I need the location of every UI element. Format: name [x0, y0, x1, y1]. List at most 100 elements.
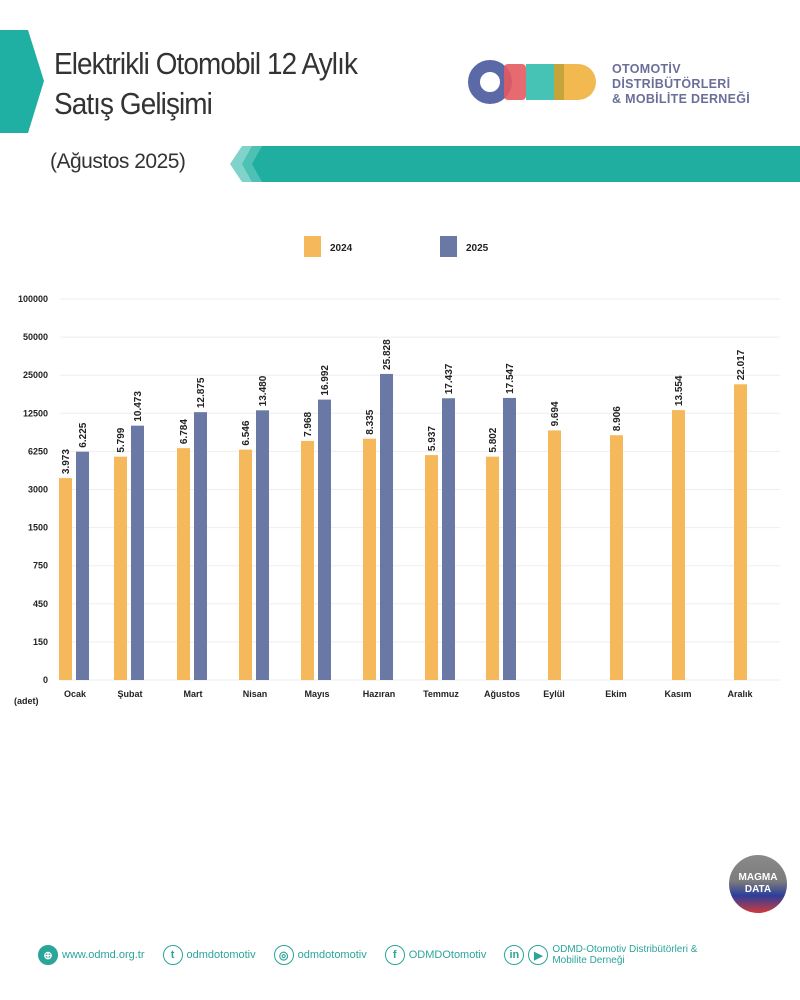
x-category-label: Aralık	[727, 689, 753, 699]
y-tick-label: 0	[43, 675, 48, 685]
y-tick-label: 450	[33, 599, 48, 609]
twitter-text: odmdotomotiv	[186, 949, 256, 961]
data-label: 13.480	[258, 375, 269, 406]
data-label: 5.802	[488, 427, 499, 452]
linkedin-youtube-text: ODMD-Otomotiv Distribütörleri & Mobilite…	[552, 944, 698, 966]
title-line-1: Elektrikli Otomobil 12 Aylık	[54, 46, 358, 81]
data-label: 8.335	[365, 409, 376, 434]
y-tick-label: 150	[33, 637, 48, 647]
bar-2025-Şubat	[131, 425, 144, 680]
bar-2024-Hazıran	[363, 438, 376, 680]
bar-2025-Ocak	[76, 451, 89, 680]
linkedin-icon: in	[504, 945, 525, 965]
facebook-icon: f	[384, 945, 405, 965]
org-name: OTOMOTİV DİSTRİBÜTÖRLERİ & MOBİLİTE DERN…	[612, 62, 750, 107]
data-label: 16.992	[320, 365, 331, 396]
facebook-text: ODMDOtomotiv	[408, 949, 487, 961]
linkedin-youtube-link[interactable]: in ▶ ODMD-Otomotiv Distribütörleri & Mobil…	[504, 944, 722, 966]
legend-swatch-2024	[304, 236, 321, 257]
twitter-link[interactable]: t odmdotomotiv	[162, 945, 256, 965]
bar-2025-Mart	[194, 412, 207, 680]
instagram-text: odmdotomotiv	[297, 949, 367, 961]
data-label: 9.694	[550, 401, 561, 426]
title-line-2: Satış Gelişimi	[54, 86, 213, 121]
page-title: Elektrikli Otomobil 12 Aylık Satış Geliş…	[54, 44, 432, 124]
org-line-1: OTOMOTİV	[612, 62, 681, 76]
x-category-label: Ocak	[64, 689, 87, 699]
instagram-link[interactable]: ◎ odmdotomotiv	[273, 945, 367, 965]
bar-2024-Ocak	[59, 478, 72, 680]
footer-social-links: ⊕ www.odmd.org.tr t odmdotomotiv ◎ odmdotom…	[38, 944, 740, 966]
y-axis-unit-label: (adet)	[14, 696, 39, 706]
bar-2024-Temmuz	[425, 455, 438, 680]
bar-2024-Ağustos	[486, 456, 499, 680]
bar-2025-Mayıs	[318, 399, 331, 680]
data-label: 6.784	[179, 419, 190, 444]
youtube-icon: ▶	[528, 945, 549, 965]
bar-2024-Kasım	[672, 410, 685, 680]
bar-2024-Aralık	[734, 384, 747, 680]
bar-2024-Nisan	[239, 449, 252, 680]
bar-2024-Ekim	[610, 435, 623, 680]
page-subtitle: (Ağustos 2025)	[50, 150, 186, 173]
data-label: 10.473	[133, 391, 144, 422]
header-accent-band	[230, 146, 800, 182]
y-tick-label: 1500	[28, 523, 48, 533]
badge-line-1: MAGMA	[738, 872, 778, 883]
instagram-icon: ◎	[273, 945, 294, 965]
bar-2024-Şubat	[114, 456, 127, 680]
bar-2025-Ağustos	[503, 397, 516, 680]
data-label: 6.546	[241, 420, 252, 445]
legend-swatch-2025	[440, 236, 457, 257]
bar-2025-Nisan	[256, 410, 269, 680]
data-label: 3.973	[61, 449, 72, 474]
data-label: 7.968	[303, 411, 314, 436]
data-label: 17.547	[505, 363, 516, 394]
globe-icon: ⊕	[38, 945, 58, 965]
y-tick-label: 12500	[23, 408, 48, 418]
x-category-label: Şubat	[117, 689, 142, 699]
header-accent-tab	[0, 30, 44, 133]
data-label: 13.554	[674, 375, 685, 406]
x-category-label: Mart	[183, 689, 202, 699]
bar-2025-Temmuz	[442, 398, 455, 680]
odmd-logo	[468, 60, 596, 104]
x-category-label: Ekim	[605, 689, 627, 699]
bar-2025-Hazıran	[380, 373, 393, 680]
bar-2024-Mayıs	[301, 440, 314, 680]
org-line-3: & MOBİLİTE DERNEĞİ	[612, 92, 751, 106]
magma-data-badge: MAGMA DATA	[729, 855, 787, 913]
y-tick-label: 25000	[23, 370, 48, 380]
y-tick-label: 750	[33, 561, 48, 571]
facebook-link[interactable]: f ODMDOtomotiv	[384, 945, 487, 965]
badge-line-2: DATA	[744, 884, 772, 895]
org-line-2: DİSTRİBÜTÖRLERİ	[612, 77, 731, 91]
x-category-label: Mayıs	[304, 689, 329, 699]
data-label: 25.828	[382, 339, 393, 370]
data-label: 17.437	[444, 363, 455, 394]
twitter-icon: t	[162, 945, 183, 965]
y-tick-label: 100000	[18, 294, 48, 304]
bar-2024-Eylül	[548, 430, 561, 680]
website-text: www.odmd.org.tr	[62, 949, 145, 961]
x-category-label: Nisan	[243, 689, 268, 699]
website-link[interactable]: ⊕ www.odmd.org.tr	[38, 945, 145, 965]
data-label: 5.937	[427, 426, 438, 451]
legend-label-2024: 2024	[330, 243, 353, 254]
x-category-label: Eylül	[543, 689, 565, 699]
data-label: 8.906	[612, 406, 623, 431]
x-category-label: Ağustos	[484, 689, 520, 699]
data-label: 5.799	[116, 427, 127, 452]
data-label: 6.225	[78, 422, 89, 447]
x-category-label: Temmuz	[423, 689, 459, 699]
y-tick-label: 50000	[23, 332, 48, 342]
x-category-label: Hazıran	[363, 689, 396, 699]
x-category-label: Kasım	[664, 689, 691, 699]
bar-2024-Mart	[177, 448, 190, 680]
y-tick-label: 3000	[28, 485, 48, 495]
y-tick-label: 6250	[28, 446, 48, 456]
data-label: 22.017	[736, 349, 747, 380]
legend-label-2025: 2025	[466, 243, 489, 254]
data-label: 12.875	[196, 377, 207, 408]
